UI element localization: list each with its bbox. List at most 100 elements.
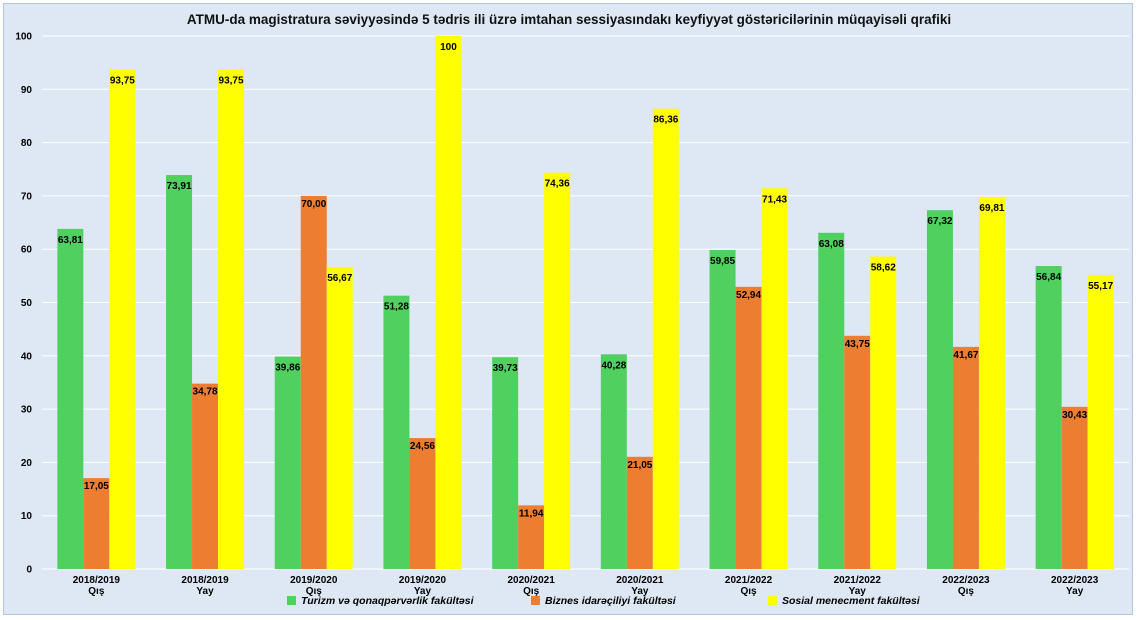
- data-label: 24,56: [410, 441, 435, 452]
- data-label: 93,75: [219, 75, 244, 86]
- data-label: 93,75: [110, 75, 135, 86]
- data-label: 59,85: [710, 256, 735, 267]
- y-tick-label: 60: [21, 245, 33, 256]
- bar: [274, 356, 301, 569]
- bar: [709, 249, 736, 569]
- bar: [1035, 266, 1062, 569]
- legend-label: Sosial menecment fakültəsi: [782, 595, 921, 607]
- data-label: 34,78: [193, 387, 218, 398]
- data-label: 52,94: [736, 290, 761, 301]
- legend-label: Turizm və qonaqpərvərlik fakültəsi: [301, 595, 475, 607]
- y-tick-label: 40: [21, 351, 33, 362]
- y-tick-label: 20: [21, 458, 33, 469]
- bar: [166, 175, 193, 569]
- bar: [435, 36, 462, 569]
- x-tick-label: 2021/2022: [834, 575, 882, 586]
- bar: [978, 196, 1005, 569]
- chart-area: ATMU-da magistratura səviyyəsində 5 tədr…: [3, 3, 1133, 615]
- y-tick-label: 90: [21, 85, 33, 96]
- y-tick-label: 0: [26, 565, 32, 576]
- bar: [300, 195, 327, 569]
- bar: [409, 438, 436, 569]
- x-tick-label: 2019/2020: [290, 575, 338, 586]
- bar: [492, 357, 519, 569]
- x-tick-label: Yay: [414, 586, 432, 597]
- data-label: 74,36: [545, 179, 570, 190]
- bar: [544, 172, 571, 569]
- bar: [518, 505, 545, 569]
- y-tick-label: 100: [15, 32, 32, 43]
- y-axis: 0 10 20 30 40 50 60 70 80 90 100: [15, 32, 32, 576]
- data-label: 56,84: [1036, 272, 1061, 283]
- data-label: 51,28: [384, 302, 409, 313]
- legend-swatch: [531, 596, 540, 605]
- bar: [383, 295, 410, 569]
- y-tick-label: 30: [21, 405, 33, 416]
- bar: [1087, 274, 1114, 569]
- x-tick-label: 2020/2021: [508, 575, 556, 586]
- x-tick-label: Yay: [849, 586, 867, 597]
- data-label: 43,75: [845, 339, 870, 350]
- bar: [326, 266, 353, 569]
- bar: [818, 232, 845, 569]
- data-label: 71,43: [762, 194, 787, 205]
- bar: [761, 188, 788, 569]
- x-tick-label: Qış: [740, 586, 757, 597]
- bar: [83, 478, 110, 569]
- bar: [57, 228, 84, 569]
- legend-swatch: [768, 596, 777, 605]
- x-tick-label: Qış: [523, 586, 540, 597]
- data-label: 63,81: [58, 235, 83, 246]
- legend: Turizm və qonaqpərvərlik fakültəsi Biznes…: [287, 595, 921, 607]
- x-tick-label: 2019/2020: [399, 575, 447, 586]
- data-label: 100: [440, 42, 457, 53]
- y-tick-label: 70: [21, 191, 33, 202]
- bar: [870, 256, 897, 569]
- data-label: 58,62: [871, 263, 896, 274]
- bar: [952, 346, 979, 569]
- x-tick-label: Yay: [196, 586, 214, 597]
- data-label: 41,67: [953, 350, 978, 361]
- bar: [109, 69, 136, 569]
- x-tick-label: Qış: [88, 586, 105, 597]
- bar: [1061, 406, 1088, 569]
- data-label: 73,91: [167, 181, 192, 192]
- data-label: 11,94: [519, 508, 544, 519]
- data-label: 21,05: [627, 460, 652, 471]
- data-label: 70,00: [301, 199, 326, 210]
- bars: [57, 36, 1114, 570]
- bar-chart: ATMU-da magistratura səviyyəsində 5 tədr…: [15, 12, 1129, 607]
- bar: [600, 354, 627, 569]
- y-tick-label: 80: [21, 138, 33, 149]
- x-tick-label: 2018/2019: [73, 575, 121, 586]
- legend-label: Biznes idarəçiliyi fakültəsi: [545, 595, 677, 607]
- x-tick-label: Qış: [306, 586, 323, 597]
- bar: [192, 383, 219, 569]
- data-label: 17,05: [84, 481, 109, 492]
- x-tick-label: 2020/2021: [616, 575, 664, 586]
- data-label: 39,86: [275, 363, 300, 374]
- y-tick-label: 50: [21, 298, 33, 309]
- bar: [652, 108, 679, 569]
- bar: [735, 286, 762, 569]
- x-tick-label: Yay: [1066, 586, 1084, 597]
- x-axis: 2018/2019Qış2018/2019Yay2019/2020Qış2019…: [73, 575, 1099, 597]
- data-label: 86,36: [653, 115, 678, 126]
- data-label: 55,17: [1088, 281, 1113, 292]
- y-tick-label: 10: [21, 511, 33, 522]
- x-tick-label: Yay: [631, 586, 649, 597]
- chart-title: ATMU-da magistratura səviyyəsində 5 tədr…: [187, 12, 951, 27]
- data-label: 40,28: [601, 360, 626, 371]
- x-tick-label: Qış: [958, 586, 975, 597]
- data-label: 67,32: [927, 216, 952, 227]
- data-label: 56,67: [327, 273, 352, 284]
- x-tick-label: 2018/2019: [181, 575, 229, 586]
- legend-swatch: [287, 596, 296, 605]
- data-label: 39,73: [493, 363, 518, 374]
- x-tick-label: 2022/2023: [942, 575, 990, 586]
- bar: [218, 69, 245, 569]
- bar: [626, 456, 653, 569]
- x-tick-label: 2021/2022: [725, 575, 773, 586]
- data-label: 63,08: [819, 239, 844, 250]
- bar: [926, 210, 953, 570]
